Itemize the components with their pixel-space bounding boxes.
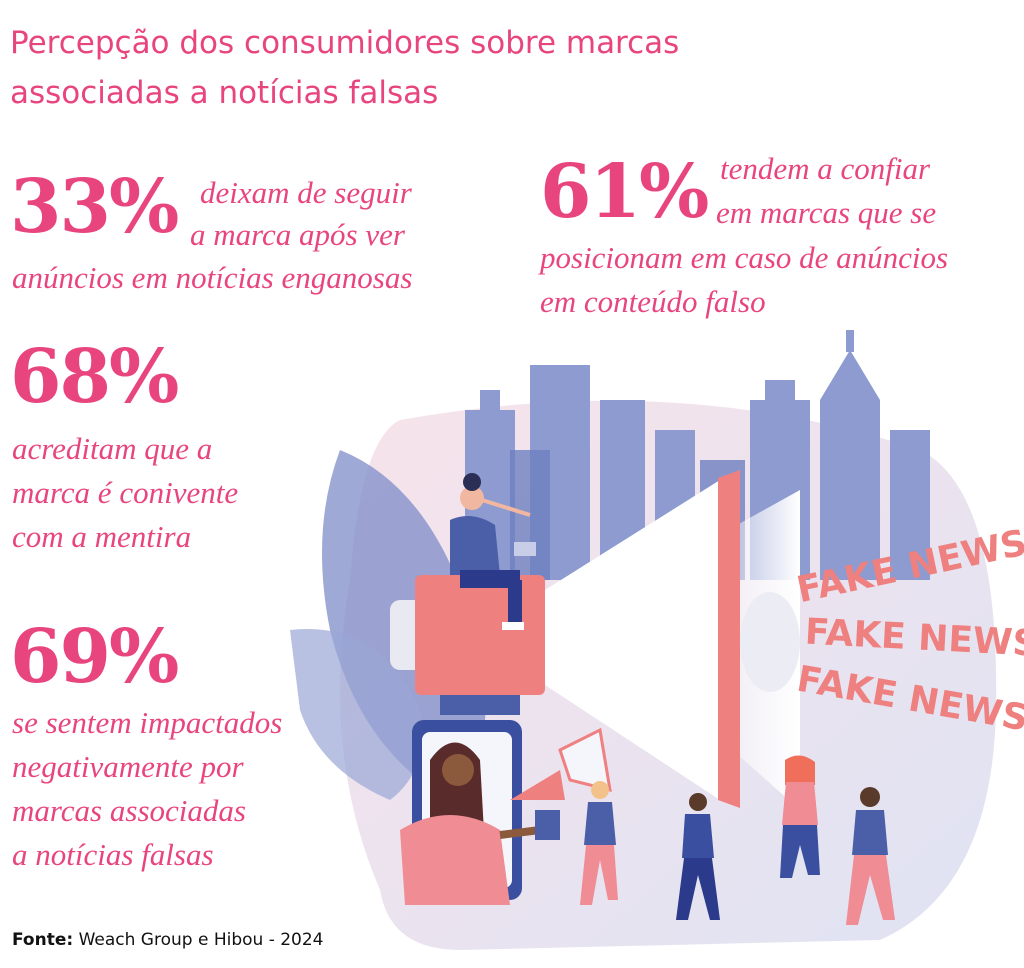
stat-61-value: 61% [540,149,709,235]
person-2 [676,793,720,920]
stat-69-line4: a notícias falsas [12,837,214,872]
stat-69-line1: se sentem impactados [12,705,283,740]
stat-33-line3: anúncios em notícias enganosas [12,260,413,295]
stat-68-line2: marca é conivente [12,475,239,510]
stat-33-value: 33% [10,164,179,250]
stat-33-line2: a marca após ver [190,217,405,252]
source-label: Fonte: [12,930,74,950]
sitting-person [450,473,536,630]
fake-news-illustration: FAKE NEWS FAKE NEWS FAKE NEWS [290,330,1024,950]
walking-people [580,755,895,925]
person-1 [580,781,618,905]
stat-68-line1: acreditam que a [12,431,213,466]
stat-61-line1: tendem a confiar [720,151,931,186]
stat-61-line2: em marcas que se [716,195,937,230]
small-megaphone [558,727,612,793]
person-3 [780,755,820,878]
stat-69-line3: marcas associadas [12,793,246,828]
stat-61-line4: em conteúdo falso [540,284,766,319]
source-note: Fonte: Weach Group e Hibou - 2024 [12,930,324,950]
stat-68-line3: com a mentira [12,519,192,554]
page-title: Percepção dos consumidores sobre marcas … [10,25,680,111]
stat-33-line1: deixam de seguir [200,175,412,210]
stat-61-line3: posicionam em caso de anúncios [540,240,949,275]
stat-68-value: 68% [10,334,179,420]
phone-with-woman [400,720,565,905]
stat-69-line2: negativamente por [12,749,244,784]
stat-69-value: 69% [10,614,179,700]
person-4 [846,787,895,925]
source-text: Weach Group e Hibou - 2024 [78,930,324,950]
